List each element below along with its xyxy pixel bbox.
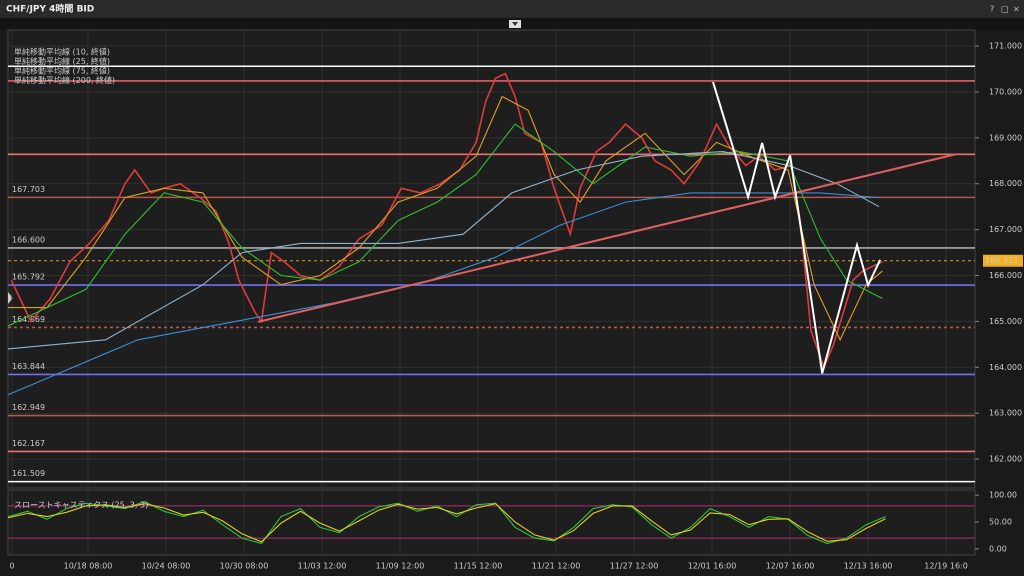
y-tick-label: 164.000 (989, 363, 1022, 372)
x-tick-label: 12/01 16:00 (688, 562, 737, 571)
indicator-title: スローストキャスティクス (25, 3, 3) (14, 501, 148, 510)
drawing-line (712, 81, 882, 374)
y-tick-label: 0.00 (989, 544, 1007, 553)
y-tick-label: 169.000 (989, 133, 1022, 142)
x-tick-label: 11/09 12:00 (376, 562, 425, 571)
level-label: 167.703 (12, 185, 45, 194)
current-price-label: 166.322 (985, 256, 1018, 265)
y-tick-label: 168.000 (989, 179, 1022, 188)
y-tick-label: 165.000 (989, 317, 1022, 326)
series-line (7, 503, 886, 543)
x-tick-label: 12/07 16:00 (766, 562, 815, 571)
scroll-handle[interactable] (8, 292, 13, 304)
level-label: 166.600 (12, 235, 45, 244)
level-label: 161.509 (12, 469, 45, 478)
x-tick-label: 11/15 12:00 (454, 562, 503, 571)
x-tick-label: 0 (9, 562, 14, 571)
series-line (7, 123, 883, 327)
help-button[interactable]: ? (990, 5, 994, 14)
legend-entry: 単純移動平均線 (200, 終値) (14, 75, 115, 85)
series-line (10, 72, 883, 370)
y-tick-label: 100.00 (989, 491, 1017, 500)
current-price-box (983, 254, 1023, 267)
close-button[interactable]: × (1013, 5, 1020, 14)
legend-entry: 単純移動平均線 (25, 終値) (14, 56, 110, 66)
window-title: CHF/JPY 4時間 BID (6, 3, 94, 15)
series-line (8, 95, 883, 342)
title-bar (0, 0, 1024, 18)
series-line (7, 151, 880, 350)
x-tick-label: 11/21 12:00 (532, 562, 581, 571)
y-tick-label: 162.000 (989, 455, 1022, 464)
y-tick-label: 163.000 (989, 409, 1022, 418)
maximize-button[interactable]: □ (1001, 5, 1009, 14)
stochastic-panel (7, 489, 976, 556)
x-tick-label: 11/03 12:00 (298, 562, 347, 571)
legend-entry: 単純移動平均線 (10, 終値) (14, 47, 110, 57)
level-label: 163.844 (12, 362, 45, 371)
level-label: 162.949 (12, 403, 45, 412)
x-tick-label: 10/24 08:00 (142, 562, 191, 571)
legend-entry: 単純移動平均線 (75, 終値) (14, 66, 110, 76)
x-tick-label: 12/19 16:0 (924, 562, 968, 571)
drawing-line (257, 153, 956, 323)
y-tick-label: 171.000 (989, 42, 1022, 51)
x-tick-label: 10/18 08:00 (64, 562, 113, 571)
y-tick-label: 166.000 (989, 271, 1022, 280)
series-line (7, 192, 880, 396)
x-tick-label: 11/27 12:00 (610, 562, 659, 571)
level-label: 165.792 (12, 273, 45, 282)
y-tick-label: 167.000 (989, 225, 1022, 234)
level-label: 162.167 (12, 439, 45, 448)
y-tick-label: 170.000 (989, 87, 1022, 96)
collapse-icon (512, 22, 518, 26)
x-tick-label: 10/30 08:00 (220, 562, 269, 571)
level-label: 164.869 (12, 315, 45, 324)
y-tick-label: 50.00 (989, 517, 1012, 526)
x-tick-label: 12/13 16:00 (844, 562, 893, 571)
